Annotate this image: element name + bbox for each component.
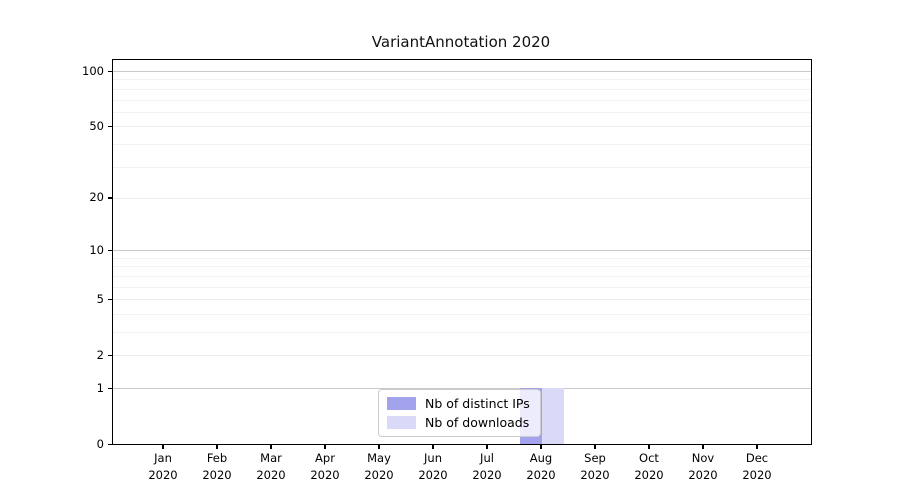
x-tick-label-sep: Sep 2020 (567, 450, 623, 483)
y-tick-label-0: 0 (96, 436, 104, 451)
x-tick-sep (594, 444, 596, 449)
y-tick-label-5: 5 (96, 291, 104, 306)
gridline-y-50 (113, 126, 811, 128)
gridline-y-20 (113, 197, 811, 199)
x-tick-month: Nov (691, 451, 715, 465)
x-tick-month: Jul (480, 451, 494, 465)
y-tick-5 (108, 298, 112, 301)
x-tick-label-nov: Nov 2020 (675, 450, 731, 483)
gridline-y-6 (113, 286, 811, 288)
legend-label: Nb of downloads (425, 415, 530, 430)
x-tick-year: 2020 (634, 467, 664, 482)
gridline-y-30 (113, 166, 811, 168)
gridline-y-100 (113, 71, 811, 72)
x-tick-month: Sep (584, 451, 606, 465)
bar-downloads-aug (542, 388, 564, 444)
x-tick-label-jan: Jan 2020 (135, 450, 191, 483)
gridline-y-1 (113, 388, 811, 389)
x-tick-month: Aug (529, 451, 553, 465)
x-tick-jan (162, 444, 164, 449)
gridline-y-80 (113, 88, 811, 90)
legend-label: Nb of distinct IPs (425, 396, 530, 411)
x-tick-year: 2020 (202, 467, 232, 482)
gridline-y-2 (113, 355, 811, 357)
legend-swatch-downloads (387, 416, 416, 429)
y-tick-label-100: 100 (82, 63, 104, 78)
y-tick-label-2: 2 (96, 347, 104, 362)
x-tick-year: 2020 (580, 467, 610, 482)
x-tick-month: Apr (315, 451, 335, 465)
x-tick-month: May (367, 451, 391, 465)
x-tick-year: 2020 (472, 467, 502, 482)
legend-entry-downloads: Nb of downloads (387, 415, 531, 430)
y-tick-label-20: 20 (89, 190, 104, 205)
x-tick-label-mar: Mar 2020 (243, 450, 299, 483)
y-tick-1 (108, 387, 112, 389)
x-tick-label-jul: Jul 2020 (459, 450, 515, 483)
gridline-y-7 (113, 275, 811, 277)
x-tick-label-oct: Oct 2020 (621, 450, 677, 483)
x-tick-month: Dec (745, 451, 769, 465)
y-tick-2 (108, 354, 112, 357)
y-tick-label-1: 1 (96, 380, 104, 395)
x-tick-month: Feb (206, 451, 228, 465)
y-tick-label-50: 50 (89, 118, 104, 133)
x-tick-year: 2020 (688, 467, 718, 482)
x-tick-jul (486, 444, 488, 449)
x-tick-nov (702, 444, 704, 449)
y-tick-20 (108, 197, 112, 199)
x-tick-label-may: May 2020 (351, 450, 407, 483)
x-tick-month: Jun (424, 451, 442, 465)
x-tick-feb (216, 444, 218, 449)
x-tick-oct (648, 444, 650, 449)
gridline-y-90 (113, 79, 811, 81)
x-tick-year: 2020 (364, 467, 394, 482)
x-tick-month: Mar (260, 451, 282, 465)
gridline-y-3 (113, 332, 811, 333)
y-tick-label-10: 10 (89, 242, 104, 257)
x-tick-year: 2020 (742, 467, 772, 482)
gridlines-layer (113, 60, 811, 444)
legend-swatch-distinct-ips (387, 397, 416, 410)
legend: Nb of distinct IPs Nb of downloads (378, 389, 541, 437)
y-tick-100 (108, 70, 112, 72)
x-tick-may (378, 444, 380, 449)
legend-entry-distinct-ips: Nb of distinct IPs (387, 396, 531, 411)
gridline-y-70 (113, 99, 811, 101)
gridline-y-60 (113, 111, 811, 113)
y-tick-0 (108, 443, 112, 445)
chart-title: VariantAnnotation 2020 (371, 33, 551, 51)
x-tick-aug (540, 444, 542, 449)
x-tick-label-jun: Jun 2020 (405, 450, 461, 483)
x-tick-year: 2020 (418, 467, 448, 482)
x-tick-dec (756, 444, 758, 449)
x-tick-label-aug: Aug 2020 (513, 450, 569, 483)
x-tick-year: 2020 (256, 467, 286, 482)
x-tick-mar (270, 444, 272, 449)
y-tick-50 (108, 125, 112, 128)
x-tick-label-dec: Dec 2020 (729, 450, 785, 483)
x-tick-year: 2020 (310, 467, 340, 482)
gridline-y-9 (113, 257, 811, 259)
x-tick-apr (324, 444, 326, 449)
x-tick-year: 2020 (526, 467, 556, 482)
x-tick-label-feb: Feb 2020 (189, 450, 245, 483)
x-tick-year: 2020 (148, 467, 178, 482)
gridline-y-40 (113, 143, 811, 145)
gridline-y-10 (113, 250, 811, 252)
gridline-y-5 (113, 299, 811, 301)
gridline-y-4 (113, 313, 811, 315)
gridline-y-8 (113, 266, 811, 268)
x-tick-label-apr: Apr 2020 (297, 450, 353, 483)
x-tick-month: Jan (154, 451, 172, 465)
x-tick-jun (432, 444, 434, 449)
x-tick-month: Oct (639, 451, 659, 465)
y-tick-10 (108, 249, 112, 252)
